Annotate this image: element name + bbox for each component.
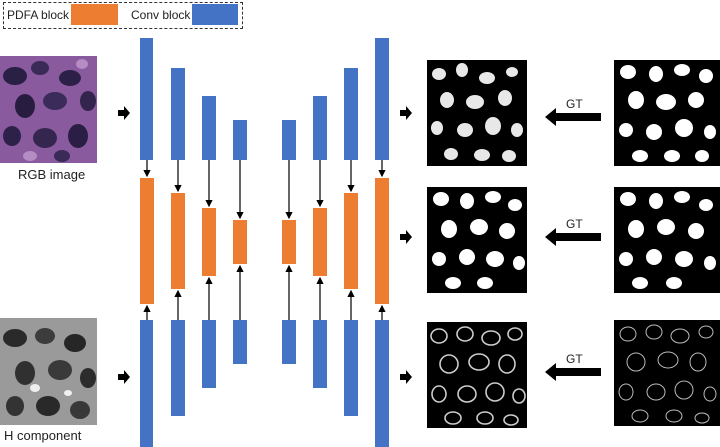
pdfa-block-1 — [140, 178, 154, 304]
top-conv-block-8 — [375, 38, 389, 160]
bottom-conv-block-2 — [171, 320, 185, 416]
output-arrow-mid — [400, 230, 412, 244]
predicted-contour — [427, 322, 527, 428]
bottom-conv-block-8 — [375, 320, 389, 447]
top-conv-block-3 — [202, 96, 216, 160]
pdfa-block-3 — [202, 208, 216, 276]
rgb-image-label: RGB image — [18, 167, 86, 182]
gt-label-top: GT — [566, 97, 583, 111]
input-arrow-top — [118, 106, 130, 120]
top-conv-block-7 — [344, 68, 358, 160]
gt-mask — [614, 187, 720, 293]
gt-arrow-top — [545, 108, 601, 126]
gt-arrow-mid — [545, 228, 601, 246]
legend-pdfa-swatch — [71, 4, 118, 25]
bottom-conv-block-3 — [202, 320, 216, 388]
gt-arrow-bottom — [545, 363, 601, 381]
predicted-segmentation — [427, 60, 527, 166]
pdfa-block-4 — [233, 220, 247, 264]
top-conv-block-2 — [171, 68, 185, 160]
top-conv-block-6 — [313, 96, 327, 160]
pdfa-block-7 — [344, 193, 358, 289]
pdfa-block-2 — [171, 193, 185, 289]
rgb-image — [0, 56, 97, 163]
gt-label-mid: GT — [566, 217, 583, 231]
top-conv-block-1 — [140, 38, 153, 160]
pdfa-block-6 — [313, 208, 327, 276]
top-conv-block-4 — [233, 120, 247, 160]
bottom-conv-block-1 — [140, 320, 153, 447]
output-arrow-top — [400, 106, 412, 120]
legend — [3, 2, 243, 29]
h-component-label: H component — [4, 428, 82, 443]
legend-pdfa-label: PDFA block — [7, 8, 70, 22]
input-arrow-bottom — [118, 370, 130, 384]
gt-contour — [614, 320, 720, 426]
output-arrow-bottom — [400, 370, 412, 384]
predicted-mask — [427, 187, 527, 293]
gt-segmentation — [614, 60, 720, 166]
bottom-conv-block-5 — [282, 320, 296, 364]
top-conv-block-5 — [282, 120, 296, 160]
pdfa-block-5 — [282, 220, 296, 264]
legend-conv-swatch — [192, 4, 238, 25]
gt-label-bottom: GT — [566, 352, 583, 366]
h-component-image — [0, 318, 97, 425]
pdfa-block-8 — [375, 178, 389, 304]
legend-conv-label: Conv block — [131, 8, 191, 22]
bottom-conv-block-6 — [313, 320, 327, 388]
bottom-conv-block-7 — [344, 320, 358, 416]
bottom-conv-block-4 — [233, 320, 247, 364]
